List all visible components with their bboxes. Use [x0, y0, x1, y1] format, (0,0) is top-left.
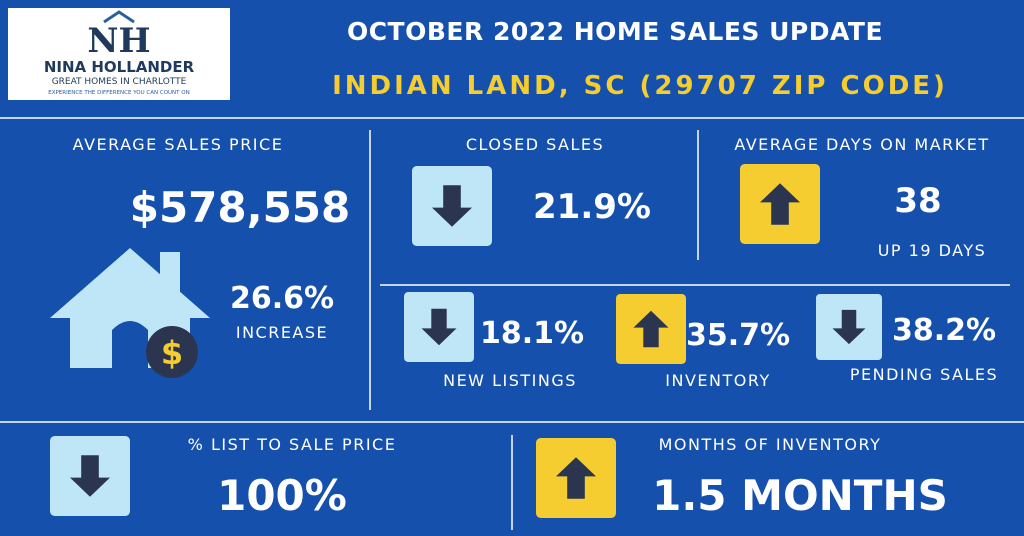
stat-note: UP 19 DAYS	[878, 241, 987, 260]
stat-label: % LIST TO SALE PRICE	[188, 435, 397, 454]
logo-box	[8, 8, 230, 100]
subtitle: INDIAN LAND, SC (29707 ZIP CODE)	[332, 71, 948, 101]
stat-value: 35.7%	[686, 318, 790, 353]
stat-value: 38.2%	[892, 313, 996, 348]
stat-value: 1.5 MONTHS	[652, 471, 948, 520]
house-icon: $	[50, 248, 210, 378]
stat-label: NEW LISTINGS	[443, 371, 577, 390]
logo-name: NINA HOLLANDER	[44, 58, 195, 76]
stat-label: CLOSED SALES	[466, 135, 604, 154]
stat-label: AVERAGE SALES PRICE	[73, 135, 284, 154]
logo-monogram: NH	[87, 21, 150, 61]
arrow-down-box	[412, 166, 492, 246]
dollar-sign: $	[161, 334, 183, 372]
title: OCTOBER 2022 HOME SALES UPDATE	[347, 17, 883, 46]
stat-value: 38	[894, 181, 941, 221]
stat-value: $578,558	[130, 183, 351, 232]
arrow-up-box	[740, 164, 820, 244]
arrow	[832, 309, 866, 345]
logo-motto: EXPERIENCE THE DIFFERENCE YOU CAN COUNT …	[48, 90, 189, 96]
arrow-up-box	[616, 294, 686, 364]
stat-change: 26.6%	[230, 281, 334, 316]
stat-label: PENDING SALES	[850, 365, 998, 384]
logo: NH NINA HOLLANDER GREAT HOMES IN CHARLOT…	[8, 8, 230, 100]
arrow	[70, 455, 110, 497]
logo-tagline: GREAT HOMES IN CHARLOTTE	[52, 77, 187, 87]
stat-label: INVENTORY	[665, 371, 770, 390]
arrow	[760, 183, 800, 225]
arrow-down-box	[816, 294, 882, 360]
stat-note: INCREASE	[236, 323, 328, 342]
arrow	[633, 310, 669, 348]
stat-label: AVERAGE DAYS ON MARKET	[734, 135, 989, 154]
arrow-down-box	[50, 436, 130, 516]
stat-value: 21.9%	[533, 187, 651, 227]
logo-roof	[103, 10, 135, 24]
stat-value: 100%	[217, 471, 347, 520]
arrow	[556, 457, 596, 499]
arrow-up-box	[536, 438, 616, 518]
stat-label: MONTHS OF INVENTORY	[659, 435, 882, 454]
arrow-down-box	[404, 292, 474, 362]
arrow	[432, 185, 472, 227]
arrow	[421, 308, 457, 346]
stat-value: 18.1%	[480, 316, 584, 351]
